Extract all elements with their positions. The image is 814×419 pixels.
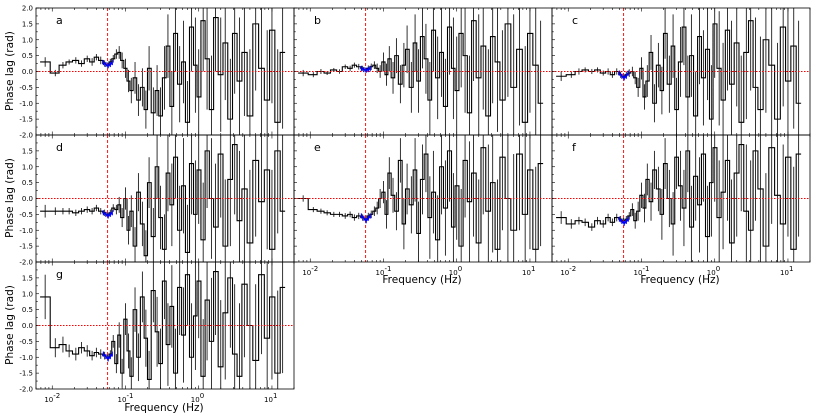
panel-f-xtick-label-exp: 0 bbox=[716, 265, 720, 273]
panel-f-xtick-label: 10 bbox=[707, 269, 716, 277]
panel-a-ytick-label: -0.5 bbox=[19, 84, 33, 92]
panel-g-ytick-label: -1.5 bbox=[19, 370, 33, 378]
panel-e-qpo-series bbox=[360, 215, 371, 222]
panel-g-series-line bbox=[40, 270, 286, 381]
panel-a-plot-area bbox=[36, 8, 294, 135]
panel-g-letter: g bbox=[56, 268, 63, 281]
panel-b: b bbox=[293, 7, 553, 136]
panel-d-ytick-label: 1.5 bbox=[22, 147, 33, 155]
ylabel-row-3: Phase lag (rad) bbox=[4, 285, 16, 365]
panel-f: f10 -2 10 -1 10 0 10 1 bbox=[551, 134, 811, 277]
panel-g-ytick-label: -2.0 bbox=[19, 386, 33, 394]
panel-e-xtick-label: 10 bbox=[522, 269, 531, 277]
panel-f-xtick-label-exp: -2 bbox=[569, 265, 576, 273]
xlabel-panel-f: Frequency (Hz) bbox=[640, 274, 719, 286]
panel-g-xtick-label: 10 bbox=[44, 396, 53, 404]
panel-d-ytick-label: 0.5 bbox=[22, 179, 33, 187]
panel-g-ytick-label: 1.5 bbox=[22, 274, 33, 282]
panel-g-xtick-label: 10 bbox=[118, 396, 127, 404]
panel-c: c bbox=[551, 7, 811, 136]
panel-g-ytick-label: 1.0 bbox=[22, 290, 33, 298]
panel-d-series-line bbox=[40, 143, 286, 257]
xlabel-panel-g: Frequency (Hz) bbox=[124, 402, 203, 414]
panel-a-qpo-series bbox=[102, 61, 113, 67]
panel-g-ytick-label: -1.0 bbox=[19, 354, 33, 362]
panel-e-plot-area bbox=[294, 135, 552, 262]
panel-a-ytick-label: -1.5 bbox=[19, 116, 33, 124]
panel-b-letter: b bbox=[314, 14, 321, 27]
panel-d-ytick-label: -2.0 bbox=[19, 259, 33, 267]
panel-d: d -2.0 -1.5 -1.0 -0.5 0.0 0.5 1.0 1.5 bbox=[19, 134, 295, 267]
panel-g-ytick-label: 0.0 bbox=[22, 322, 33, 330]
panel-a-ytick-label: 1.0 bbox=[22, 36, 33, 44]
panel-e-xtick-label: 10 bbox=[302, 269, 311, 277]
panel-g-ytick-label: -0.5 bbox=[19, 338, 33, 346]
ylabel-row-2: Phase lag (rad) bbox=[4, 158, 16, 238]
panel-d-ytick-label: 0.0 bbox=[22, 195, 33, 203]
panel-g-xtick-label: 10 bbox=[264, 396, 273, 404]
panel-f-series-line bbox=[556, 143, 802, 250]
panel-f-xtick-label-exp: 1 bbox=[789, 265, 793, 273]
panel-g-xtick-label: 10 bbox=[191, 396, 200, 404]
panel-g: g-2.0-1.5-1.0-0.50.00.51.01.510 -2 10 -1 10 0… bbox=[19, 261, 295, 404]
panel-a-letter: a bbox=[56, 14, 63, 27]
panel-f-xtick-label: 10 bbox=[560, 269, 569, 277]
panel-g-xtick-label-exp: 1 bbox=[273, 392, 277, 400]
panel-e: e10 -2 10 -1 10 0 10 1 bbox=[293, 134, 553, 277]
panel-a: a -2.0 -1.5 -1.0 -0.5 0.0 0.5 1.0 1.5 2.0 bbox=[19, 5, 295, 140]
panel-g-plot-area bbox=[36, 262, 294, 389]
panel-b-plot-area bbox=[294, 8, 552, 135]
panel-e-letter: e bbox=[314, 141, 321, 154]
panel-d-ytick-label: -1.0 bbox=[19, 227, 33, 235]
panel-f-letter: f bbox=[572, 141, 577, 154]
panel-b-series-line bbox=[298, 20, 544, 123]
panel-a-ytick-label: 1.5 bbox=[22, 20, 33, 28]
panel-f-plot-area bbox=[552, 135, 810, 262]
panel-b-qpo-series bbox=[361, 67, 371, 72]
panel-g-qpo-series bbox=[102, 353, 113, 360]
panel-a-ytick-label: 2.0 bbox=[22, 5, 33, 13]
panel-d-qpo-series bbox=[103, 212, 113, 217]
panel-g-xtick-label-exp: -1 bbox=[126, 392, 133, 400]
panel-e-series-line bbox=[298, 147, 544, 250]
panel-c-plot-area bbox=[552, 8, 810, 135]
panel-a-ytick-label: -2.0 bbox=[19, 132, 33, 140]
panel-e-xtick-label-exp: 1 bbox=[531, 265, 535, 273]
panel-a-series-line bbox=[40, 16, 286, 123]
panel-a-ytick-label: 0.0 bbox=[22, 68, 33, 76]
panel-g-xtick-label-exp: 0 bbox=[200, 392, 204, 400]
panel-d-plot-area bbox=[36, 135, 294, 262]
ylabel-row-1: Phase lag (rad) bbox=[4, 31, 16, 111]
panel-d-ytick-label: -1.5 bbox=[19, 243, 33, 251]
panel-c-letter: c bbox=[572, 14, 578, 27]
panel-d-letter: d bbox=[56, 141, 63, 154]
panel-d-ytick-label: -0.5 bbox=[19, 211, 33, 219]
panel-c-qpo-series bbox=[618, 72, 629, 79]
panel-a-ytick-label: -1.0 bbox=[19, 100, 33, 108]
panel-g-ytick-label: 0.5 bbox=[22, 306, 33, 314]
panel-e-xtick-label-exp: -1 bbox=[384, 265, 391, 273]
panel-d-ytick-label: 1.0 bbox=[22, 163, 33, 171]
panel-a-ytick-label: 0.5 bbox=[22, 52, 33, 60]
xlabel-panel-e: Frequency (Hz) bbox=[382, 274, 461, 286]
panel-f-xtick-label: 10 bbox=[780, 269, 789, 277]
panel-f-xtick-label: 10 bbox=[634, 269, 643, 277]
panel-e-xtick-label-exp: 0 bbox=[458, 265, 462, 273]
panel-e-xtick-label-exp: -2 bbox=[311, 265, 318, 273]
panel-g-xtick-label-exp: -2 bbox=[53, 392, 60, 400]
panel-f-qpo-series bbox=[618, 218, 629, 225]
panel-f-xtick-label-exp: -1 bbox=[642, 265, 649, 273]
panel-e-xtick-label: 10 bbox=[376, 269, 385, 277]
panel-e-xtick-label: 10 bbox=[449, 269, 458, 277]
